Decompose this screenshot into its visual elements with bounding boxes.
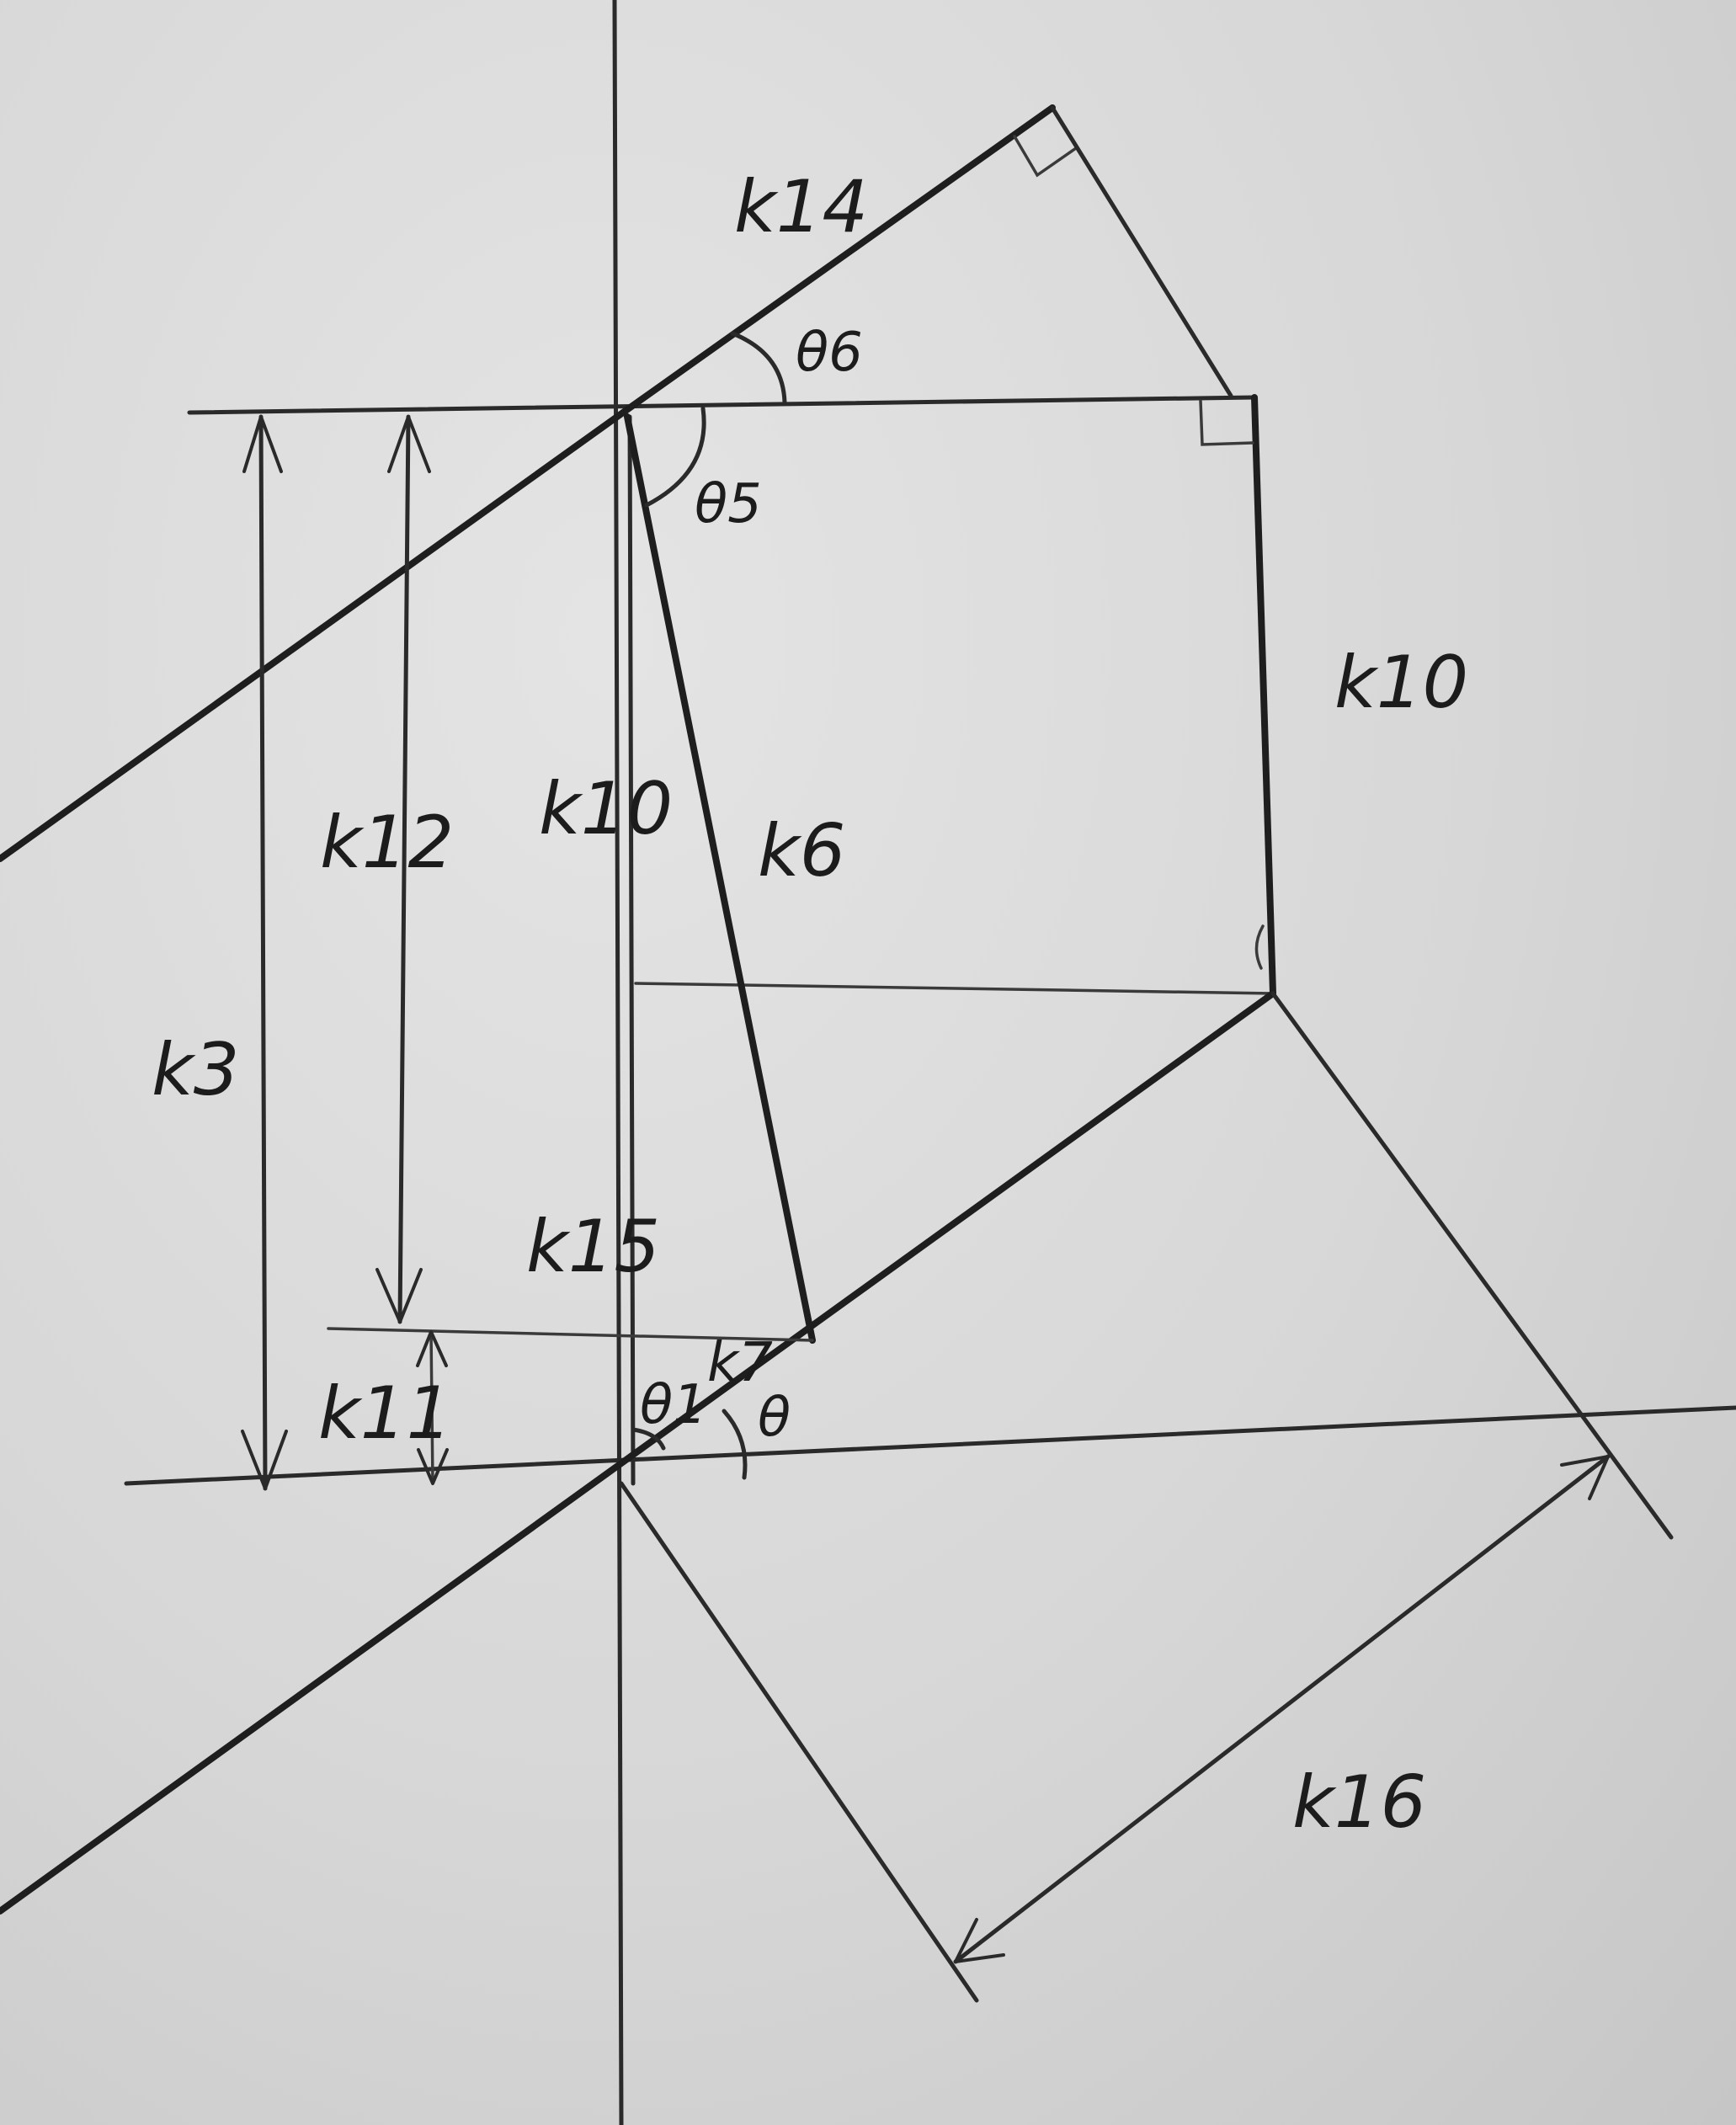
small-angle-mark [1254,924,1265,970]
label-k14: k14 [734,165,868,249]
theta5-arc [644,406,706,508]
k7-level-line [327,1327,814,1342]
theta-arc [722,1409,748,1480]
label-theta5: θ5 [695,473,762,535]
k11-arrow-bottom [417,1448,449,1485]
k14-segment [620,104,1056,416]
label-theta: θ [758,1387,791,1449]
k3-dimension-line [258,414,268,1491]
label-theta1: θ1 [640,1374,707,1436]
k10-right-side [1251,394,1276,997]
top-horizontal-line [187,395,1257,415]
right-angle-mark-k10 [1199,399,1254,446]
k3-arrow-bottom [241,1430,288,1490]
label-k16: k16 [1292,1760,1426,1845]
k12-arrow-top [387,415,431,473]
theta6-arc [730,331,787,405]
k16-dimension-line [953,1454,1611,1964]
theta1-arc [631,1427,666,1451]
k11-dimension-line [429,1330,434,1485]
label-k10-right: k10 [1334,641,1468,725]
label-k12: k12 [320,801,454,885]
label-k10-left: k10 [539,767,673,851]
k12-arrow-bottom [375,1268,423,1323]
k6-segment [624,413,816,1344]
k16-arrow-left [954,1918,1005,1963]
lower-perpendicular-line [619,1481,979,2003]
label-k11: k11 [318,1371,452,1456]
top-right-angle-mark [1013,135,1078,178]
k3-arrow-top [242,415,283,473]
top-right-side [1050,105,1233,398]
bottom-horizontal-line [124,1405,1736,1486]
k11-arrow-top [416,1330,448,1367]
k16-arrow-right [1560,1455,1610,1500]
k12-dimension-line [397,414,411,1324]
vertical-axis [612,0,624,2125]
label-k3: k3 [152,1028,240,1112]
upper-diagonal-line [0,409,626,862]
k10-left-side [627,414,636,1486]
label-k15: k15 [526,1205,660,1289]
label-k7: k7 [707,1332,773,1394]
inner-horizontal-line [634,982,1275,995]
label-k6: k6 [758,809,846,893]
lower-diagonal-line [0,990,1276,1915]
label-theta6: θ6 [796,322,863,384]
right-perpendicular-line [1270,991,1674,1540]
